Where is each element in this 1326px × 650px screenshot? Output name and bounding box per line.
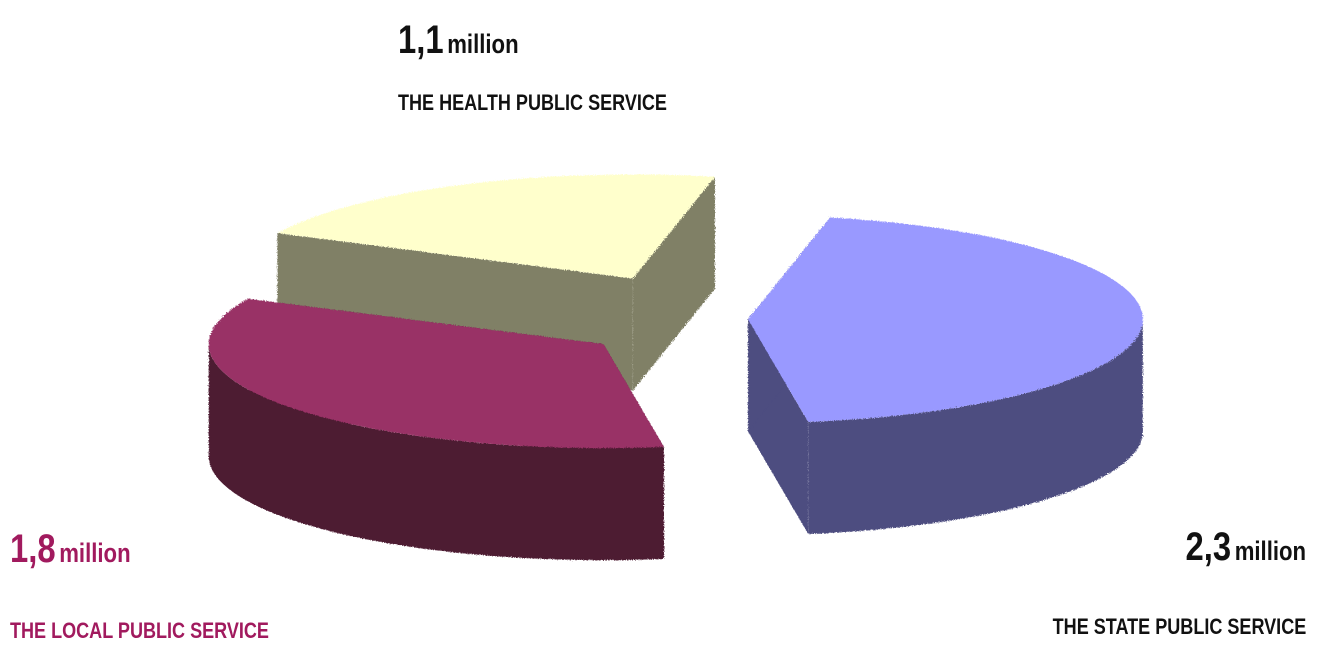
state-value-label: 2,3 million [1185,525,1306,570]
local-value: 1,8 [10,527,56,571]
state-name-label: THE STATE PUBLIC SERVICE [1052,614,1306,639]
local-slice-side [208,344,664,561]
health-slice-top [277,174,715,279]
health-unit: million [447,29,519,59]
state-slice [747,217,1143,535]
health-value-label: 1,1 million [398,18,519,63]
state-value: 2,3 [1185,525,1232,569]
local-slice-top [208,298,664,449]
state-unit: million [1234,536,1306,566]
state-slice-side [808,322,1143,535]
local-name-label: THE LOCAL PUBLIC SERVICE [10,618,269,643]
health-name-label: THE HEALTH PUBLIC SERVICE [398,90,667,115]
state-slice-top [747,217,1143,423]
local-value-label: 1,8 million [10,527,131,572]
local-unit: million [59,538,131,568]
health-slice-cut-1 [632,176,715,391]
health-value: 1,1 [398,18,444,62]
local-slice [208,298,664,561]
